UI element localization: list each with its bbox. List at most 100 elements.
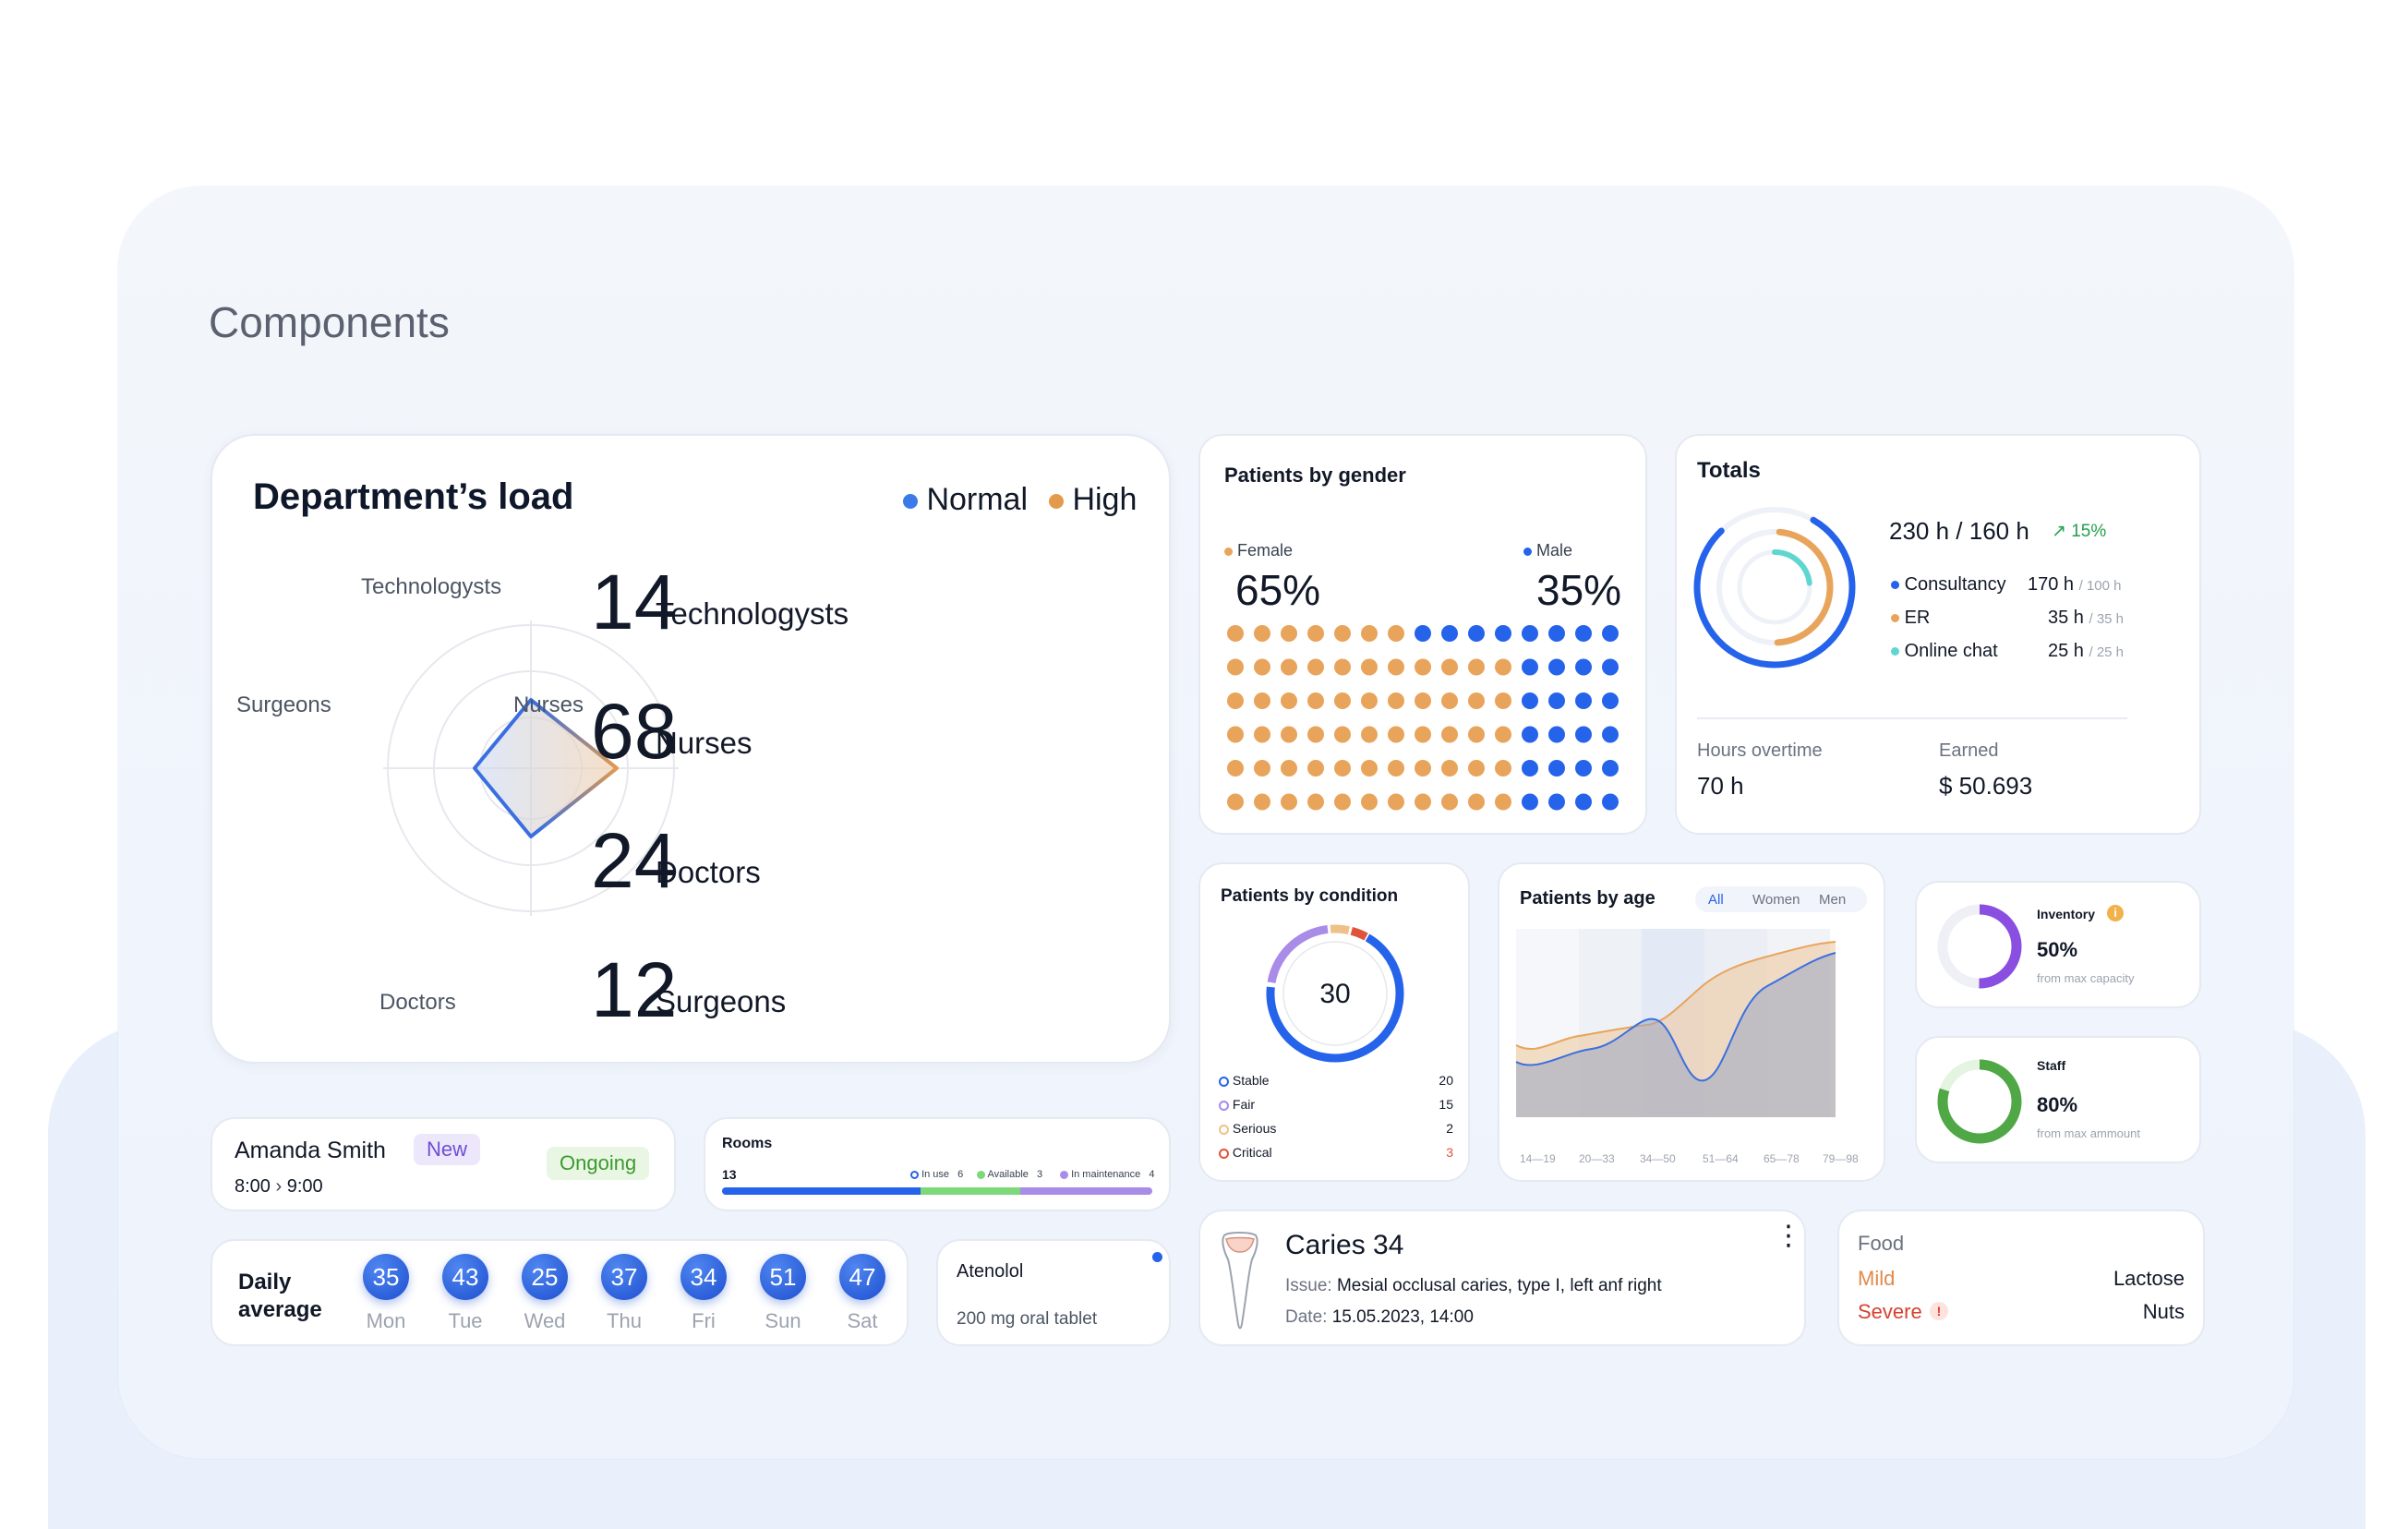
date-value: 15.05.2023, 14:00 bbox=[1331, 1307, 1474, 1327]
female-dot bbox=[1388, 793, 1404, 811]
staff-title: Staff bbox=[2037, 1058, 2066, 1073]
male-dot bbox=[1602, 726, 1619, 743]
day-mon[interactable]: 35 Mon bbox=[358, 1254, 414, 1333]
page-title: Components bbox=[209, 298, 450, 346]
time-start: 8:00 bbox=[235, 1176, 271, 1197]
female-dot bbox=[1415, 658, 1431, 676]
male-dot bbox=[1575, 692, 1592, 709]
overtime-label: Hours overtime bbox=[1697, 740, 1823, 761]
rooms-progress-bar bbox=[722, 1187, 1152, 1195]
info-icon[interactable]: i bbox=[2107, 905, 2124, 921]
stat-value-technologysts: 14 bbox=[591, 559, 678, 645]
day-thu[interactable]: 37 Thu bbox=[596, 1254, 652, 1333]
day-value-tue: 43 bbox=[442, 1254, 488, 1300]
er-value: 35 h bbox=[2048, 608, 2084, 628]
department-load-card: Department’s load Normal High Technology… bbox=[211, 434, 1171, 1064]
male-dot bbox=[1522, 625, 1538, 642]
male-dot bbox=[1548, 760, 1565, 777]
age-x-0: 14—19 bbox=[1520, 1152, 1556, 1165]
rooms-total: 13 bbox=[722, 1167, 737, 1182]
status-badge: Ongoing bbox=[547, 1147, 650, 1180]
day-wed[interactable]: 25 Wed bbox=[517, 1254, 572, 1333]
female-dot bbox=[1334, 726, 1351, 743]
age-x-3: 51—64 bbox=[1703, 1152, 1739, 1165]
condition-value-serious: 2 bbox=[1446, 1121, 1453, 1136]
female-dot bbox=[1468, 692, 1485, 709]
food-level-mild: Mild bbox=[1858, 1267, 1896, 1290]
male-percent: 35% bbox=[1536, 566, 1622, 614]
male-dot bbox=[1468, 625, 1485, 642]
female-dot bbox=[1307, 658, 1324, 676]
female-dot bbox=[1281, 760, 1297, 777]
female-dot bbox=[1254, 726, 1270, 743]
condition-value-fair: 15 bbox=[1439, 1097, 1453, 1112]
stat-label-technologysts: Technologysts bbox=[656, 596, 849, 631]
chevron-right-icon: › bbox=[275, 1176, 283, 1197]
earned-label: Earned bbox=[1939, 740, 1999, 761]
radar-axis-bottom: Doctors bbox=[379, 990, 456, 1015]
stat-value-nurses: 68 bbox=[591, 688, 678, 775]
day-value-mon: 35 bbox=[363, 1254, 409, 1300]
female-dot bbox=[1495, 793, 1511, 811]
appointment-time: 8:00 › 9:00 bbox=[235, 1176, 323, 1198]
female-legend: Female bbox=[1224, 541, 1293, 560]
male-dot bbox=[1575, 658, 1592, 676]
stat-label-nurses: Nurses bbox=[656, 726, 752, 760]
female-dot bbox=[1495, 692, 1511, 709]
female-dot bbox=[1415, 793, 1431, 811]
day-value-wed: 25 bbox=[522, 1254, 568, 1300]
female-dot bbox=[1227, 658, 1244, 676]
female-dot bbox=[1468, 793, 1485, 811]
patients-by-condition-title: Patients by condition bbox=[1221, 886, 1399, 906]
totals-trend: ↗ 15% bbox=[2052, 522, 2107, 541]
day-fri[interactable]: 34 Fri bbox=[676, 1254, 731, 1333]
new-badge: New bbox=[414, 1134, 481, 1165]
radar-axis-right: Nurses bbox=[513, 692, 584, 717]
legend-normal[interactable]: Normal bbox=[903, 482, 1028, 518]
male-dot bbox=[1575, 793, 1592, 811]
female-dot bbox=[1254, 625, 1270, 642]
staff-card: Staff 80% from max ammount bbox=[1915, 1036, 2201, 1163]
female-dot bbox=[1334, 625, 1351, 642]
issue-label: Issue: bbox=[1285, 1276, 1332, 1295]
inventory-caption: from max capacity bbox=[2037, 971, 2135, 985]
male-dot bbox=[1575, 760, 1592, 777]
female-dot bbox=[1495, 760, 1511, 777]
male-dot bbox=[1522, 658, 1538, 676]
medication-card[interactable]: Atenolol 200 mg oral tablet bbox=[936, 1239, 1171, 1346]
female-dot bbox=[1334, 793, 1351, 811]
female-dot bbox=[1441, 793, 1458, 811]
rooms-bar-available bbox=[921, 1187, 1020, 1195]
er-label: ER bbox=[1904, 608, 1931, 628]
male-dot bbox=[1495, 625, 1511, 642]
male-label: Male bbox=[1536, 541, 1573, 560]
legend-high[interactable]: High bbox=[1049, 482, 1137, 518]
consultancy-ring bbox=[1693, 506, 1856, 668]
condition-row-critical: Critical 3 bbox=[1219, 1145, 1453, 1160]
condition-value-critical: 3 bbox=[1446, 1145, 1453, 1160]
legend-normal-label: Normal bbox=[926, 482, 1029, 517]
age-tab-women[interactable]: Women bbox=[1752, 892, 1800, 908]
age-tab-all[interactable]: All bbox=[1708, 892, 1724, 908]
appointment-card[interactable]: Amanda Smith New 8:00 › 9:00 Ongoing bbox=[211, 1117, 676, 1211]
age-tab-men[interactable]: Men bbox=[1819, 892, 1847, 908]
female-dot bbox=[1361, 692, 1378, 709]
dental-title: Caries 34 bbox=[1285, 1230, 1404, 1260]
alert-icon: ! bbox=[1930, 1302, 1948, 1320]
online-chat-max: / 25 h bbox=[2089, 644, 2125, 660]
female-dot bbox=[1334, 692, 1351, 709]
day-value-fri: 34 bbox=[680, 1254, 727, 1300]
male-dot bbox=[1522, 726, 1538, 743]
female-dot bbox=[1307, 726, 1324, 743]
day-tue[interactable]: 43 Tue bbox=[438, 1254, 493, 1333]
day-sun[interactable]: 51 Sun bbox=[755, 1254, 811, 1333]
more-options-icon[interactable]: ⋮ bbox=[1775, 1221, 1802, 1251]
online-chat-label: Online chat bbox=[1904, 641, 1998, 661]
female-dot bbox=[1441, 692, 1458, 709]
male-dot bbox=[1575, 726, 1592, 743]
inventory-value: 50% bbox=[2037, 938, 2078, 961]
day-sat[interactable]: 47 Sat bbox=[835, 1254, 890, 1333]
female-dot bbox=[1227, 760, 1244, 777]
female-dot bbox=[1361, 793, 1378, 811]
overtime-value: 70 h bbox=[1697, 772, 1744, 800]
